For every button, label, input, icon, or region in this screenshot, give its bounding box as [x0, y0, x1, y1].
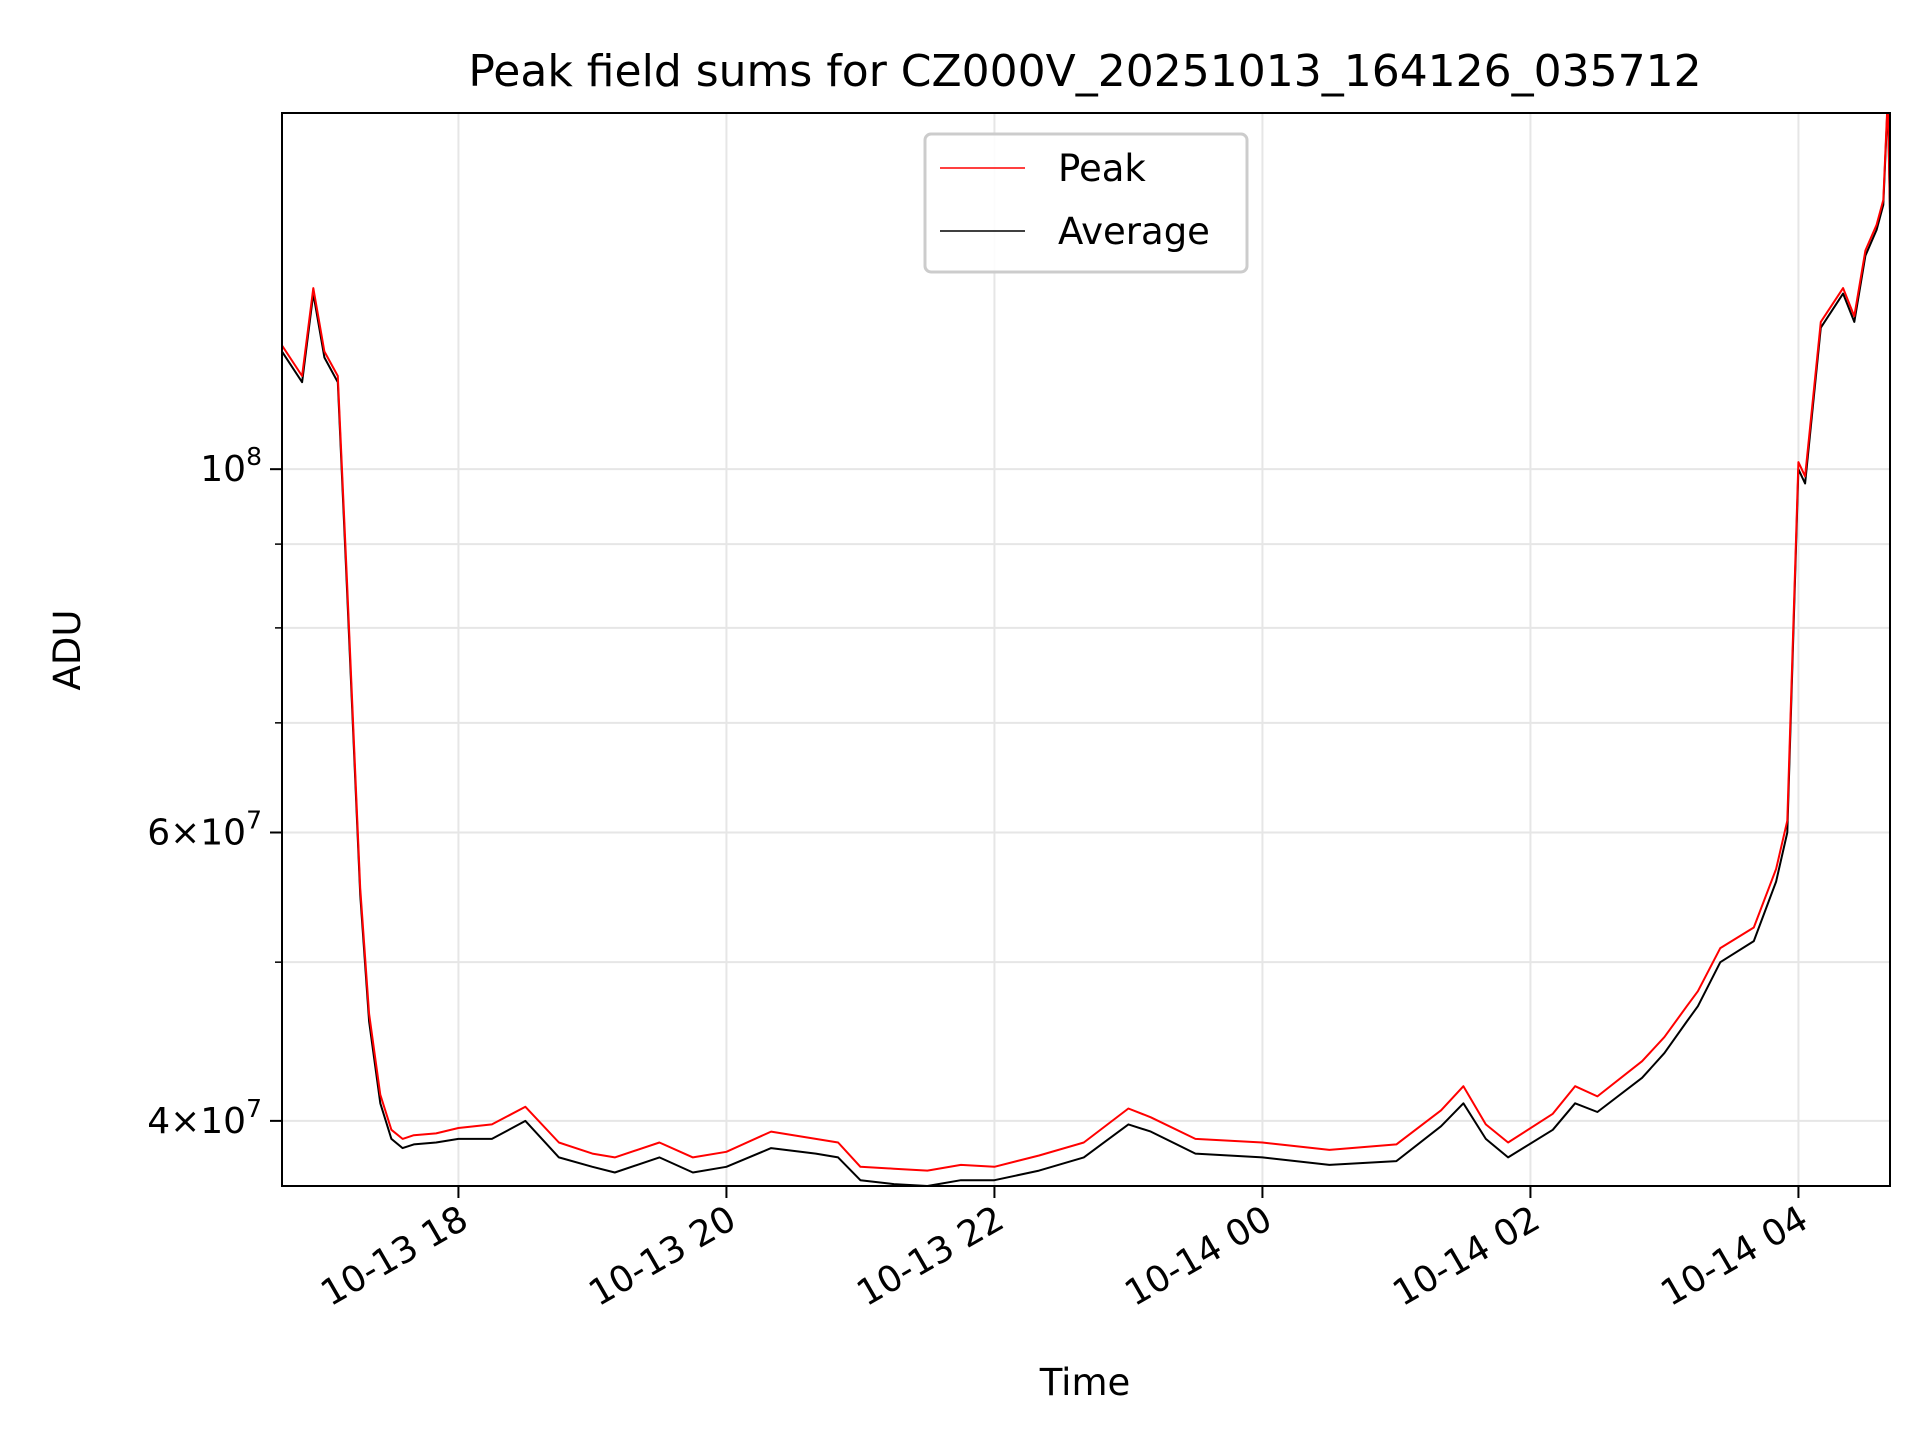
legend-label-peak: Peak [1058, 147, 1146, 190]
y-tick-label: 6×107 [147, 805, 262, 853]
y-tick-label: 4×107 [147, 1094, 262, 1142]
x-axis-label: Time [1039, 1361, 1131, 1404]
y-tick-label: 108 [200, 442, 262, 490]
legend-label-average: Average [1058, 210, 1210, 253]
plot-series [282, 113, 1890, 1186]
chart-title: Peak field sums for CZ000V_20251013_1641… [468, 46, 1701, 97]
legend: Peak Average [923, 132, 1249, 274]
series-line-peak [282, 113, 1890, 1172]
grid [282, 113, 1890, 1186]
series-line-average [282, 113, 1890, 1186]
y-axis: 4×107 6×107 108 [147, 442, 282, 1142]
y-axis-label: ADU [46, 610, 89, 691]
plot-area-frame [281, 112, 1891, 1187]
